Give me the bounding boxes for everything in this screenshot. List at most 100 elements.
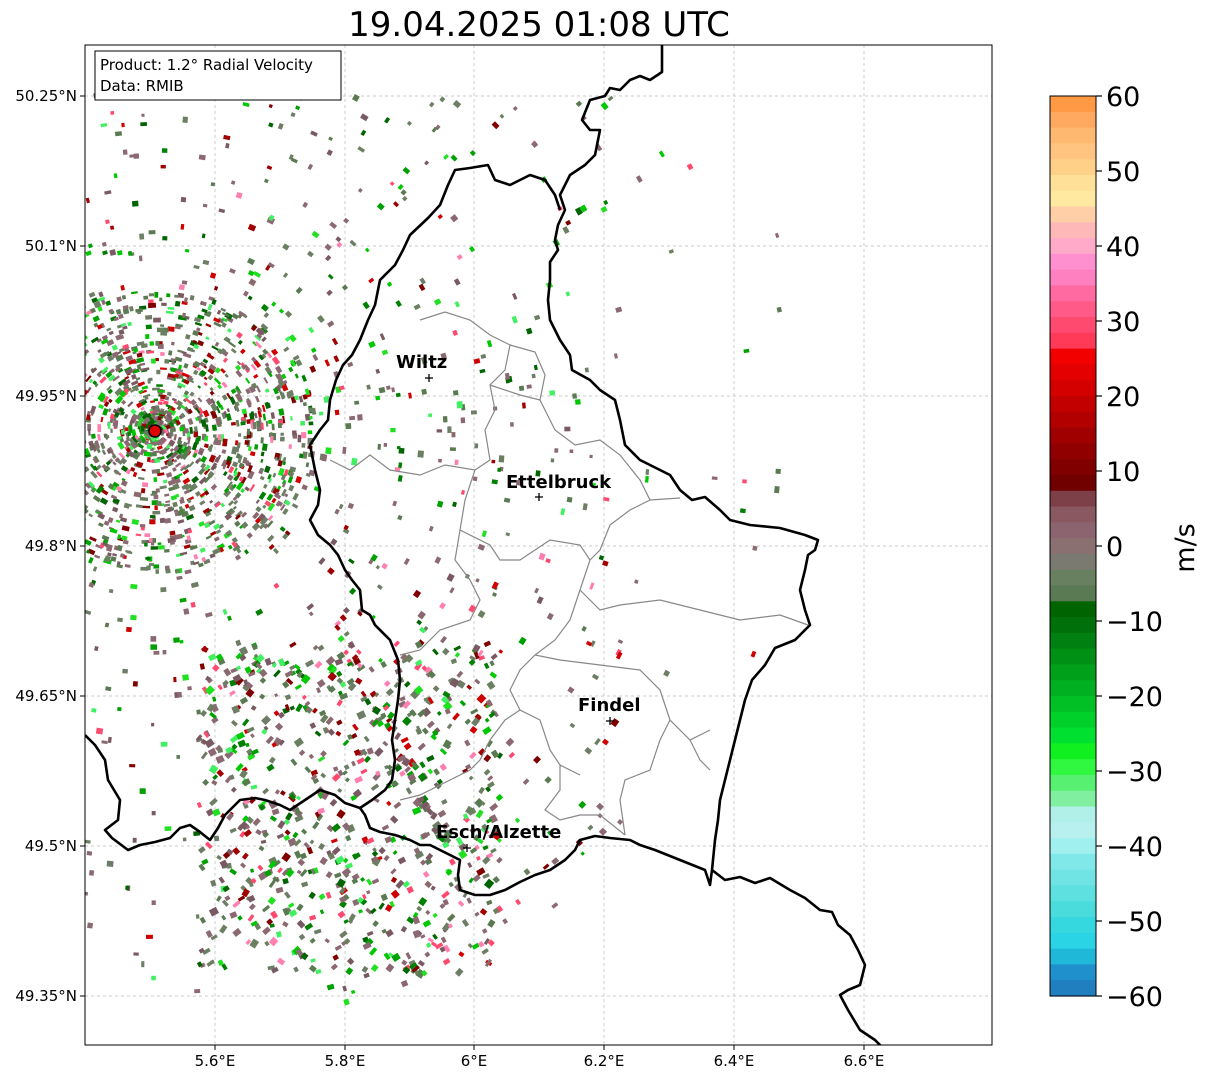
- echo-pixel: [477, 610, 486, 619]
- echo-pixel: [464, 739, 471, 747]
- echo-pixel: [167, 478, 177, 486]
- echo-pixel: [378, 902, 385, 910]
- echo-pixel: [138, 436, 147, 444]
- echo-pixel: [442, 690, 451, 699]
- echo-pixel: [312, 644, 319, 651]
- echo-pixel: [165, 452, 174, 459]
- echo-pixel: [55, 472, 62, 480]
- echo-pixel: [21, 415, 25, 422]
- echo-pixel: [482, 726, 492, 736]
- echo-pixel: [284, 499, 291, 506]
- echo-pixel: [216, 895, 222, 902]
- echo-pixel: [221, 914, 227, 921]
- colorbar-step: [1050, 743, 1096, 760]
- colorbar-step: [1050, 601, 1096, 618]
- echo-pixel: [115, 485, 123, 492]
- echo-pixel: [196, 407, 204, 415]
- echo-pixel: [482, 856, 491, 865]
- echo-pixel: [184, 397, 192, 405]
- echo-pixel: [212, 774, 219, 780]
- echo-pixel: [264, 657, 272, 666]
- echo-pixel: [85, 539, 92, 546]
- echo-pixel: [160, 352, 165, 356]
- echo-pixel: [425, 942, 432, 949]
- echo-pixel: [263, 483, 268, 489]
- echo-pixel: [271, 497, 277, 504]
- echo-pixel: [161, 302, 167, 306]
- echo-pixel: [53, 417, 58, 423]
- echo-pixel: [78, 423, 83, 428]
- echo-pixel: [301, 484, 308, 491]
- echo-pixel: [505, 532, 511, 537]
- echo-pixel: [155, 358, 159, 362]
- echo-pixel: [567, 686, 575, 694]
- echo-pixel: [449, 677, 460, 688]
- echo-pixel: [375, 395, 381, 401]
- echo-pixel: [292, 430, 297, 436]
- echo-pixel: [347, 502, 355, 510]
- echo-pixel: [456, 670, 464, 678]
- echo-pixel: [94, 554, 101, 559]
- echo-pixel: [217, 684, 223, 691]
- info-data: Data: RMIB: [100, 77, 184, 95]
- echo-pixel: [96, 323, 103, 330]
- echo-pixel: [62, 519, 68, 525]
- echo-pixel: [244, 440, 250, 445]
- echo-pixel: [113, 316, 119, 322]
- echo-pixel: [58, 424, 63, 429]
- echo-pixel: [180, 223, 185, 230]
- echo-pixel: [221, 459, 228, 468]
- echo-pixel: [479, 908, 488, 916]
- echo-pixel: [226, 481, 233, 489]
- echo-pixel: [87, 922, 93, 929]
- echo-pixel: [515, 479, 521, 486]
- echo-pixel: [273, 491, 280, 498]
- echo-pixel: [590, 640, 596, 647]
- colorbar-step: [1050, 917, 1096, 934]
- echo-pixel: [141, 412, 149, 420]
- echo-pixel: [268, 419, 273, 424]
- echo-pixel: [243, 290, 249, 297]
- echo-pixel: [569, 449, 574, 454]
- echo-pixel: [252, 340, 258, 347]
- echo-pixel: [289, 359, 297, 367]
- echo-pixel: [319, 714, 329, 724]
- echo-pixel: [403, 742, 412, 751]
- echo-pixel: [112, 497, 120, 505]
- echo-pixel: [43, 451, 46, 455]
- echo-pixel: [258, 845, 265, 852]
- echo-pixel: [613, 353, 618, 359]
- lat-label: 49.65°N: [15, 687, 77, 705]
- echo-pixel: [142, 393, 151, 398]
- echo-pixel: [198, 846, 206, 854]
- colorbar-step: [1050, 790, 1096, 808]
- echo-pixel: [481, 948, 489, 955]
- echo-pixel: [121, 399, 127, 405]
- echo-pixel: [210, 462, 218, 471]
- echo-pixel: [33, 412, 37, 419]
- echo-pixel: [222, 357, 229, 363]
- echo-pixel: [149, 538, 154, 543]
- echo-pixel: [451, 432, 456, 438]
- echo-pixel: [209, 272, 217, 279]
- echo-pixel: [238, 646, 249, 656]
- echo-pixel: [503, 497, 511, 503]
- echo-pixel: [25, 494, 32, 501]
- echo-pixel: [254, 341, 263, 349]
- echo-pixel: [237, 915, 243, 921]
- echo-pixel: [244, 666, 252, 674]
- echo-pixel: [264, 465, 271, 474]
- echo-pixel: [326, 149, 333, 156]
- echo-pixel: [318, 411, 324, 416]
- echo-pixel: [285, 907, 292, 914]
- echo-pixel: [259, 407, 263, 413]
- echo-pixel: [178, 506, 183, 511]
- echo-pixel: [157, 416, 162, 421]
- echo-pixel: [425, 909, 431, 915]
- echo-pixel: [107, 516, 114, 524]
- echo-pixel: [241, 408, 248, 415]
- echo-pixel: [316, 678, 326, 688]
- echo-pixel: [209, 797, 218, 807]
- echo-pixel: [273, 387, 279, 395]
- echo-pixel: [207, 519, 216, 526]
